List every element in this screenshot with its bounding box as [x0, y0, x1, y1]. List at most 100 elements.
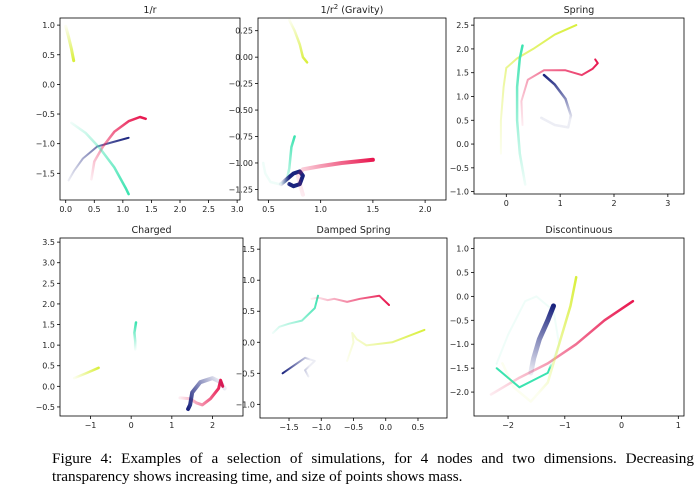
- y-tick-label: −2.0: [450, 388, 469, 397]
- x-tick-label: −1: [559, 421, 571, 430]
- y-tick-label: 0.00: [235, 53, 253, 62]
- axes-frame: [257, 17, 447, 201]
- x-tick-label: 1: [676, 421, 681, 430]
- x-tick-label: 0: [619, 421, 624, 430]
- y-tick-label: 0.5: [42, 362, 55, 371]
- trajectory-yellow: [288, 18, 309, 64]
- trajectory-yellow: [501, 275, 578, 403]
- x-tick-label: 0: [129, 421, 134, 430]
- y-tick-label: 0.25: [235, 27, 253, 36]
- subplot-2: 1/r2 (Gravity) 0.5 1.0 1.5 2.0 0.25 0.00 −0.25 −…: [228, 3, 447, 214]
- y-tick-label: −0.5: [36, 403, 55, 412]
- x-tick-label: 0.0: [379, 423, 392, 432]
- y-tick-label: −0.75: [228, 133, 253, 142]
- x-tick-label: 1: [169, 421, 174, 430]
- y-tick-label: −1.5: [36, 169, 55, 178]
- x-tick-label: −2: [502, 421, 514, 430]
- trajectory-crimson: [295, 157, 375, 197]
- trajectory-navy: [528, 303, 556, 376]
- y-tick-label: −0.50: [228, 106, 253, 115]
- figure-caption: Figure 4: Examples of a selection of sim…: [52, 450, 694, 485]
- y-tick-label: −0.5: [36, 110, 55, 119]
- y-tick-label: 3.0: [42, 259, 55, 268]
- trajectory-crimson: [520, 58, 599, 126]
- trajectory-yellow: [72, 366, 100, 380]
- y-tick-label: 1.0: [42, 21, 55, 30]
- simulations-figure: 1/r 0.0 0.5 1.0 1.5 2.0 2.5 3.0 1.0 0.5 0.0 −0.5 −1.…: [36, 3, 685, 432]
- y-tick-label: −1.0: [450, 188, 469, 197]
- subplot-title: Damped Spring: [317, 225, 391, 236]
- trajectory-yellow: [64, 24, 76, 63]
- y-tick-label: 0.5: [242, 307, 255, 316]
- y-tick-label: −1.0: [236, 400, 255, 409]
- y-tick-label: 0.5: [456, 116, 469, 125]
- subplot-1: 1/r 0.0 0.5 1.0 1.5 2.0 2.5 3.0 1.0 0.5 0.0 −0.5 −1.…: [36, 5, 244, 214]
- trajectory-teal: [70, 121, 130, 196]
- y-tick-label: 1.0: [456, 92, 469, 101]
- subplot-title: Charged: [131, 225, 171, 236]
- y-tick-label: −0.5: [450, 316, 469, 325]
- y-tick-label: 1.0: [42, 341, 55, 350]
- trajectory-yellow: [499, 24, 578, 155]
- x-tick-label: 0.5: [262, 205, 275, 214]
- axes-frame: [473, 237, 685, 417]
- x-tick-label: −1.0: [312, 423, 331, 432]
- subplot-title: 1/r2 (Gravity): [321, 3, 384, 16]
- trajectory-teal: [515, 44, 527, 186]
- trajectory-teal: [271, 294, 319, 334]
- subplot-4: Charged −1 0 1 2 3.5 3.0 2.5 2.0 1.5 1.0 0.5 0.0 −0.5: [36, 225, 244, 430]
- x-tick-label: −1: [85, 421, 97, 430]
- y-tick-label: −1.00: [228, 159, 253, 168]
- x-tick-label: 2: [210, 421, 215, 430]
- axes-frame: [473, 17, 685, 195]
- x-tick-label: 2.0: [419, 205, 432, 214]
- y-tick-label: −0.5: [236, 369, 255, 378]
- y-tick-label: 0.0: [456, 140, 469, 149]
- subplot-3: Spring 0 1 2 3 2.5 2.0 1.5 1.0 0.5 0.0 −0.5 −1.0: [450, 5, 685, 208]
- axes-frame: [259, 237, 448, 419]
- trajectory-crimson: [310, 294, 390, 306]
- y-tick-label: −1.0: [36, 140, 55, 149]
- x-tick-label: 0.5: [412, 423, 425, 432]
- y-tick-label: −0.25: [228, 80, 253, 89]
- y-tick-label: 1.0: [456, 245, 469, 254]
- trajectory-crimson: [90, 115, 147, 181]
- subplot-title: 1/r: [143, 5, 156, 16]
- x-tick-label: 1.0: [314, 205, 327, 214]
- x-tick-label: 0: [504, 199, 509, 208]
- subplot-title: Discontinuous: [545, 225, 612, 236]
- x-tick-label: 0.5: [88, 205, 101, 214]
- axes-frame: [59, 17, 241, 201]
- x-tick-label: 1.5: [145, 205, 158, 214]
- y-tick-label: −1.5: [450, 364, 469, 373]
- y-tick-label: 1.5: [42, 321, 55, 330]
- x-tick-label: 1: [558, 199, 563, 208]
- x-tick-label: 2.0: [174, 205, 187, 214]
- y-tick-label: 2.5: [456, 21, 469, 30]
- y-tick-label: 2.0: [456, 45, 469, 54]
- y-tick-label: 1.5: [242, 245, 255, 254]
- subplot-5: Damped Spring −1.5 −1.0 −0.5 0.0 0.5 1.5 1.0 0.5…: [236, 225, 448, 432]
- x-tick-label: 1.5: [367, 205, 380, 214]
- y-tick-label: 0.0: [42, 80, 55, 89]
- y-tick-label: 0.5: [42, 51, 55, 60]
- subplot-title: Spring: [564, 5, 595, 16]
- trajectory-yellow: [346, 328, 426, 362]
- y-tick-label: 0.0: [456, 292, 469, 301]
- y-tick-label: −1.25: [228, 185, 253, 194]
- y-tick-label: 0.0: [242, 338, 255, 347]
- trajectory-navy: [186, 376, 227, 411]
- trajectory-crimson: [489, 299, 635, 396]
- axes-frame: [59, 237, 244, 417]
- y-tick-label: −1.0: [450, 340, 469, 349]
- x-tick-label: −1.5: [279, 423, 298, 432]
- subplot-6: Discontinuous −2 −1 0 1 1.0 0.5 0.0 −0.5 −1.0 −1.5…: [450, 225, 685, 430]
- y-tick-label: 2.5: [42, 279, 55, 288]
- y-tick-label: 0.0: [42, 382, 55, 391]
- x-tick-label: 3.0: [231, 205, 244, 214]
- x-tick-label: −0.5: [344, 423, 363, 432]
- trajectory-teal: [133, 321, 138, 351]
- trajectory-navy: [540, 73, 573, 129]
- x-tick-label: 1.0: [116, 205, 129, 214]
- y-tick-label: 3.5: [42, 238, 55, 247]
